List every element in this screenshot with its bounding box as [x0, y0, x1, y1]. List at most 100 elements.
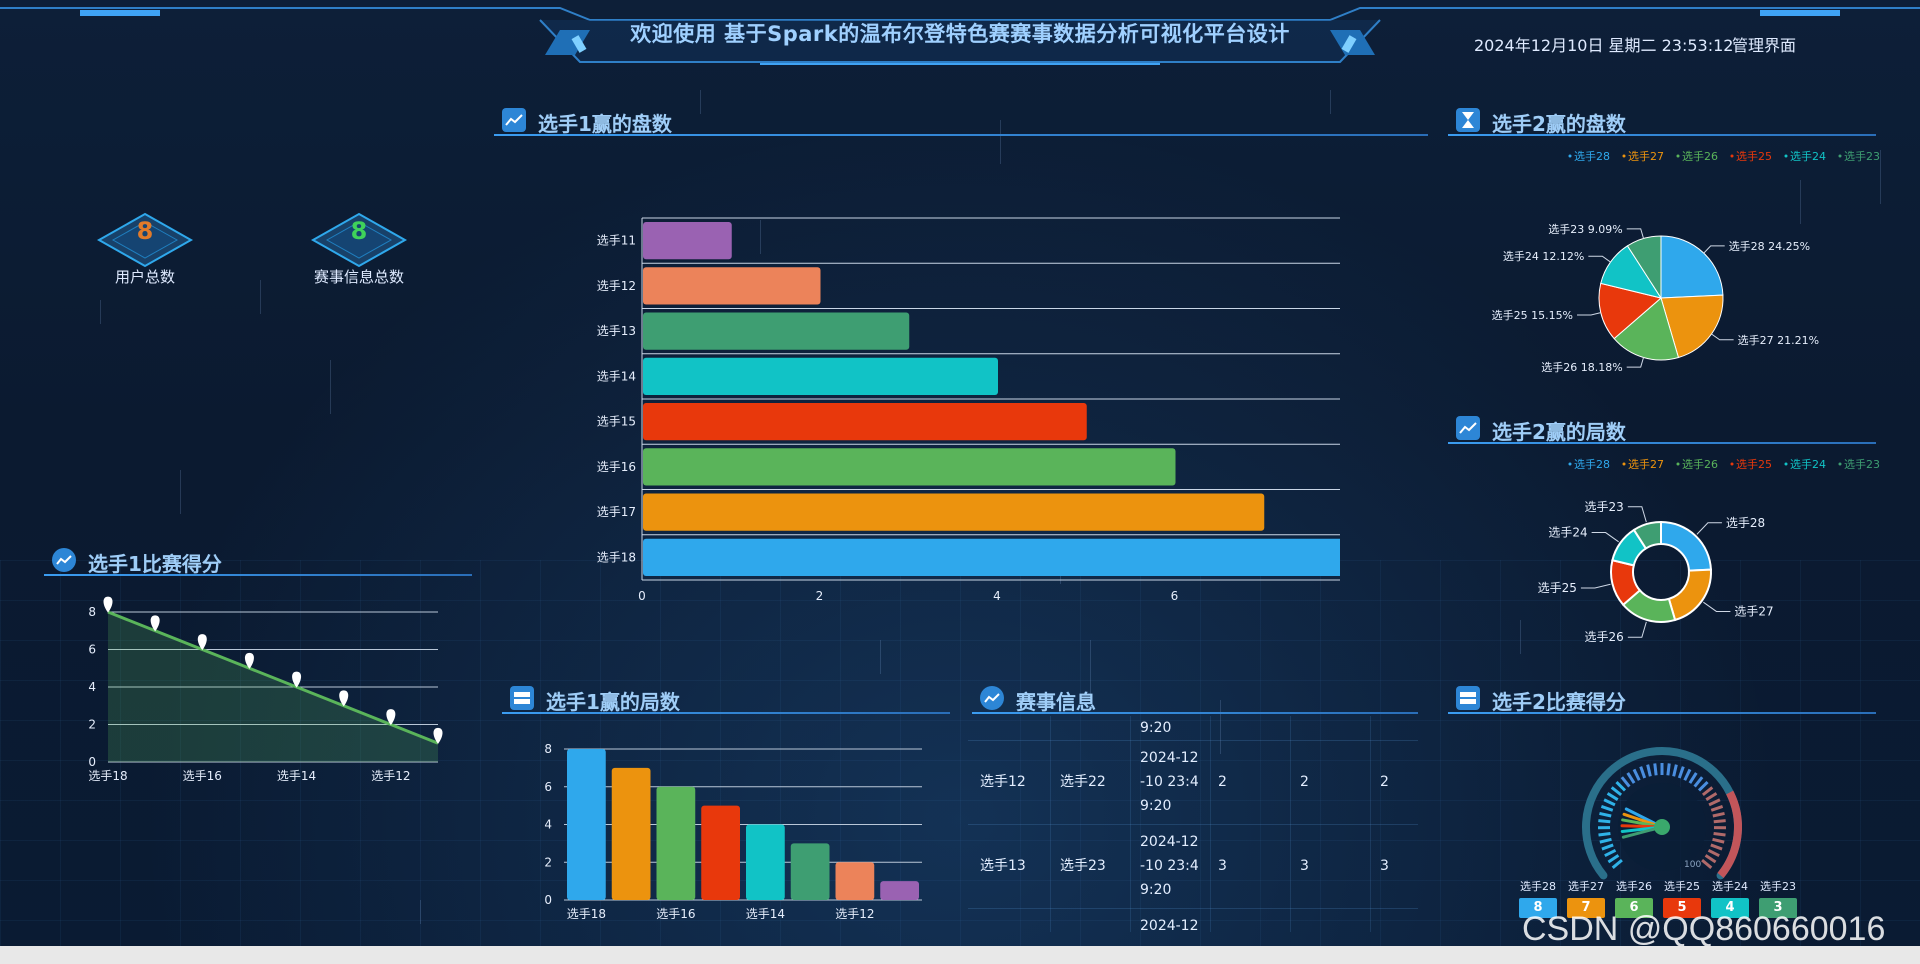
gauge-tick [1632, 768, 1641, 781]
gauge-tick [1693, 776, 1704, 788]
header: 欢迎使用 基于Spark的温布尔登特色赛赛事数据分析可视化平台设计 2024年1… [0, 0, 1920, 80]
gauge-tick [1598, 832, 1611, 837]
x-tick-label: 0 [638, 589, 646, 600]
gauge-tick [1603, 798, 1616, 807]
bar-选手18 [567, 749, 606, 900]
gauge-legend-name: 选手24 [1712, 880, 1748, 893]
trend-line [107, 610, 439, 745]
panel-underline [1448, 712, 1876, 714]
pie-slice-选手26 [1613, 297, 1680, 361]
gauge-tick [1646, 764, 1652, 777]
gauge-legend-value: 3 [1759, 898, 1797, 918]
y-tick-label: 4 [544, 818, 552, 832]
table-row: 2024-12 [968, 908, 1418, 932]
bar-选手17 [643, 493, 1265, 531]
table-cell-time: 2024-12 [1140, 918, 1199, 932]
y-tick-label: 选手15 [597, 415, 636, 429]
admin-link[interactable]: 管理界面 [1732, 36, 1797, 55]
y-tick-label: 8 [544, 742, 552, 756]
donut-label: 选手27 [1734, 604, 1773, 618]
gauge-tick [1707, 848, 1720, 858]
gauge-tick [1615, 780, 1627, 792]
rain-streak [1520, 620, 1521, 654]
gauge-legend-item: 选手28 8 [1516, 878, 1560, 918]
donut-label: 选手25 [1538, 581, 1577, 595]
donut-label-line [1703, 601, 1731, 612]
pie-label-line [1577, 312, 1601, 316]
pie-label: 选手23 9.09% [1548, 222, 1622, 236]
panel-p2-games-header: 选手2赢的局数 [1448, 414, 1876, 444]
gauge-legend-value: 8 [1519, 898, 1557, 918]
datetime-display: 2024年12月10日 星期二 23:53:12 [1474, 36, 1734, 55]
diamond-badge-icon [96, 212, 194, 268]
panel-underline [44, 574, 472, 576]
table-row: 选手12 选手22 2024-12 -10 23:4 9:20 2 2 2 [968, 740, 1418, 825]
trend-chart-icon [1456, 416, 1480, 440]
panel-title-p1-score: 选手1比赛得分 [88, 552, 222, 576]
donut-label-line [1696, 522, 1722, 535]
server-icon [510, 686, 534, 710]
gauge-tick [1683, 768, 1692, 781]
legend-item: 选手27 [1628, 457, 1664, 471]
gauge-tick [1708, 798, 1721, 807]
pie-label-line [1626, 357, 1644, 368]
gauge-tick [1620, 776, 1631, 788]
pie-label-line [1626, 228, 1645, 239]
legend-dot [1784, 462, 1788, 466]
pie-label: 选手26 18.18% [1541, 360, 1622, 374]
legend-item: 选手28 [1574, 149, 1610, 163]
gauge-tick [1710, 805, 1724, 812]
diamond-badge-icon [310, 212, 408, 268]
chart-p1-games-bar: 0 2 4 6 8 选手18 选手16 选手14 选手12 [544, 742, 922, 921]
rain-streak [1880, 150, 1881, 204]
x-tick-label: 6 [1171, 589, 1179, 600]
data-point-marker [339, 690, 349, 707]
gauge-tick [1712, 837, 1725, 844]
gauge-tick [1712, 811, 1725, 818]
legend-item: 选手25 [1736, 149, 1772, 163]
panel-title-match-info: 赛事信息 [1016, 690, 1096, 714]
gauge-tick [1713, 832, 1726, 837]
gauge-legend-item: 选手23 3 [1756, 878, 1800, 918]
bar-选手15 [643, 403, 1087, 441]
legend-dot [1838, 462, 1842, 466]
table-cell-p2: 选手23 [1060, 858, 1106, 874]
panel-title-p2-sets: 选手2赢的盘数 [1492, 112, 1626, 136]
pie-label: 选手25 15.15% [1492, 308, 1573, 322]
match-table: 9:20 选手12 选手22 2024-12 -10 23:4 9:20 2 2 2 选手1… [968, 716, 1418, 932]
y-tick-label: 选手12 [597, 279, 636, 293]
data-point-marker [244, 652, 254, 669]
rain-streak [420, 900, 421, 924]
panel-underline [972, 712, 1418, 714]
bar-选手16 [643, 448, 1176, 486]
gauge-legend-item: 选手24 4 [1708, 878, 1752, 918]
pie-slice-选手27 [1660, 294, 1724, 359]
chart-p2-sets-pie: 选手23 选手24 选手25 选手26 选手27 选手28 选手28 24.25% 选手27 … [1492, 149, 1880, 374]
donut-label: 选手24 [1548, 526, 1587, 540]
y-tick-label: 0 [544, 893, 552, 907]
table-cell-p1: 选手13 [980, 858, 1026, 874]
rain-streak [760, 220, 761, 254]
pie-slice-选手25 [1598, 282, 1663, 340]
pie-label-line [1703, 245, 1725, 254]
rain-streak [180, 470, 181, 514]
table-cell-a: 3 [1218, 858, 1227, 874]
gauge-legend-item: 选手25 5 [1660, 878, 1704, 918]
gauge-tick [1607, 854, 1620, 864]
page-title: 欢迎使用 基于Spark的温布尔登特色赛赛事数据分析可视化平台设计 [630, 22, 1290, 46]
legend-item: 选手24 [1790, 149, 1826, 163]
y-tick-label: 选手18 [597, 550, 636, 564]
gauge-legend-name: 选手27 [1568, 880, 1604, 893]
gauge-tick [1672, 764, 1678, 777]
gauge-legend-name: 选手28 [1520, 880, 1556, 893]
bar-选手18 [643, 538, 1340, 576]
legend-item: 选手24 [1790, 457, 1826, 471]
gauge-tick [1599, 837, 1612, 844]
rain-streak [330, 360, 331, 414]
table-divider [1210, 716, 1211, 932]
legend-dot [1622, 154, 1626, 158]
x-tick-label: 选手16 [183, 769, 222, 783]
chart-p1-sets-bar: 选手11选手12选手13选手14选手15选手16选手17选手1802468 [597, 217, 1340, 600]
legend-dot [1676, 154, 1680, 158]
table-divider [1370, 716, 1371, 932]
